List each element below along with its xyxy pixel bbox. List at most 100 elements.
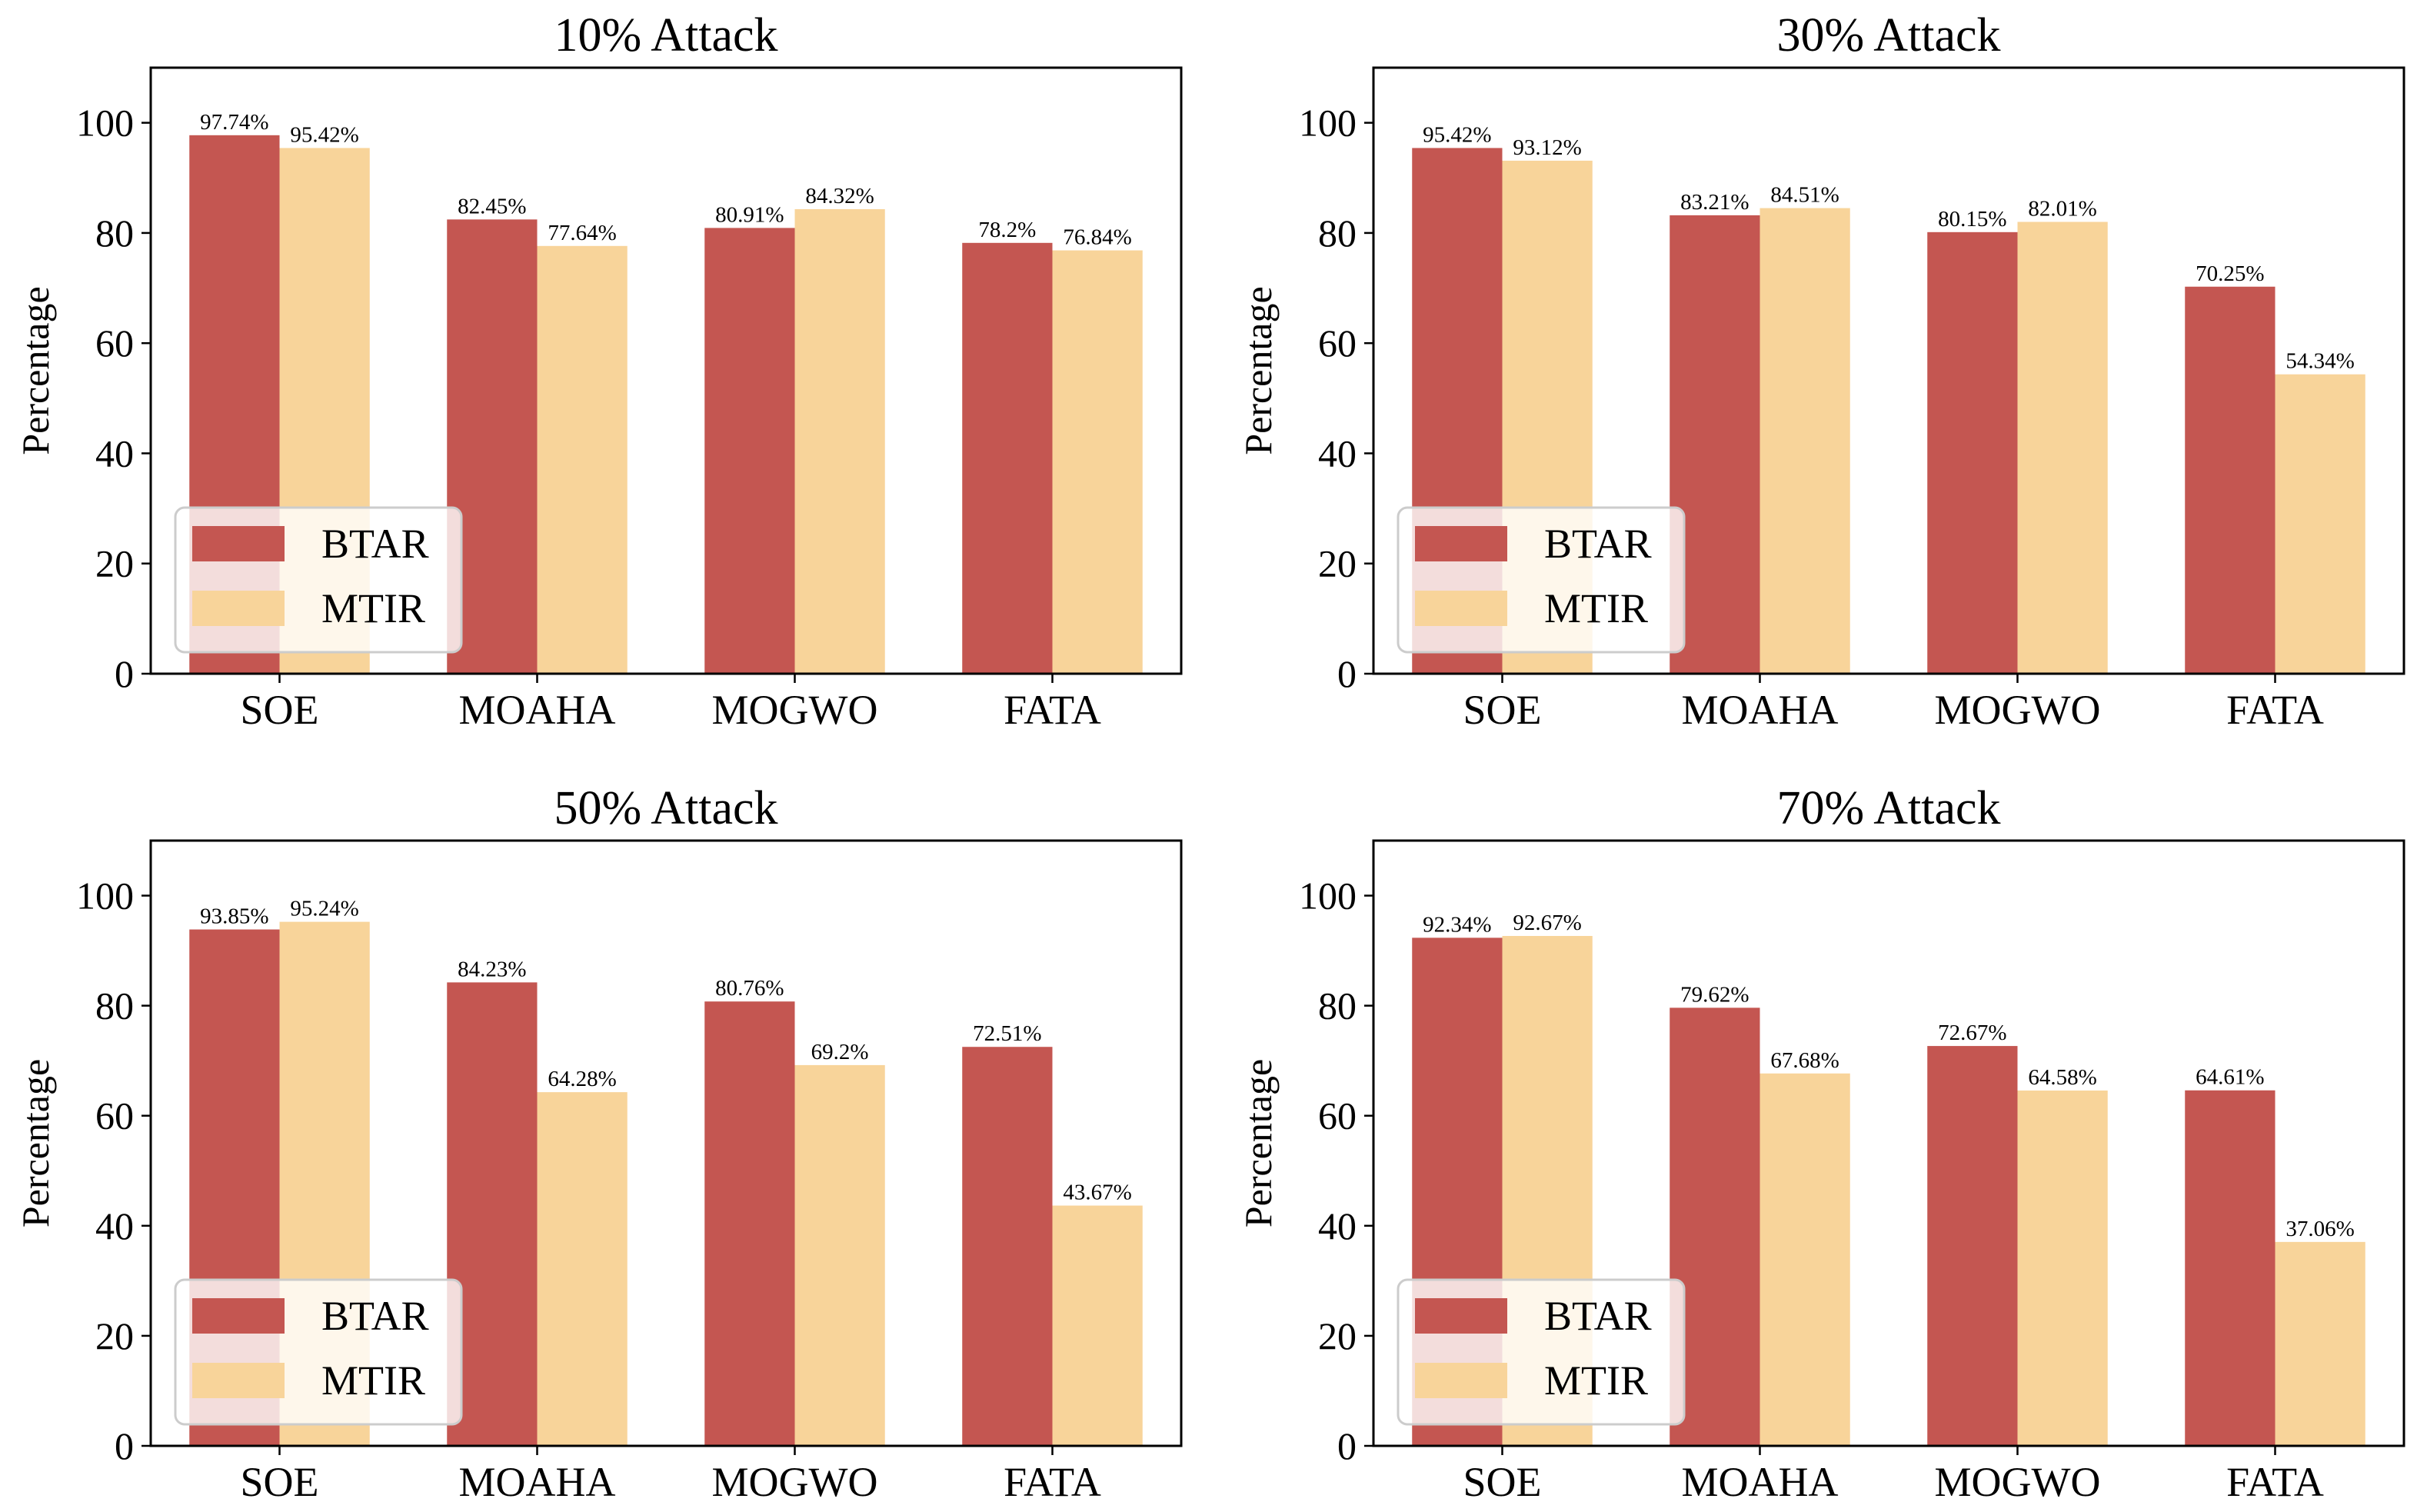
y-tick-label: 100 <box>1299 874 1357 918</box>
bar-btar-fata <box>962 242 1053 674</box>
bar-mtir-mogwo <box>794 1064 885 1446</box>
data-label: 92.67% <box>1513 911 1581 935</box>
data-label: 84.23% <box>458 957 526 981</box>
data-label: 92.34% <box>1423 912 1491 937</box>
x-tick-label: MOGWO <box>1935 687 2101 733</box>
y-tick-label: 40 <box>1318 1204 1357 1247</box>
data-label: 72.51% <box>973 1021 1041 1046</box>
chart-title: 30% Attack <box>1777 9 2001 62</box>
y-tick-label: 20 <box>95 542 134 585</box>
data-label: 77.64% <box>548 221 616 245</box>
data-label: 80.91% <box>715 202 784 227</box>
y-axis-label: Percentage <box>14 286 57 455</box>
bar-btar-fata <box>2185 1090 2276 1446</box>
x-tick-label: SOE <box>240 1459 318 1505</box>
data-label: 37.06% <box>2285 1217 2354 1241</box>
bar-btar-mogwo <box>704 1001 795 1446</box>
axes-frame <box>149 66 1183 675</box>
y-tick-label: 60 <box>95 1094 134 1137</box>
y-tick-label: 60 <box>1318 1094 1357 1137</box>
data-label: 70.25% <box>2196 261 2264 286</box>
data-label: 95.42% <box>1423 122 1491 147</box>
chart-title: 70% Attack <box>1777 782 2001 834</box>
axes-frame <box>149 839 1183 1447</box>
x-tick-label: FATA <box>1004 1459 1101 1505</box>
y-tick-label: 80 <box>1318 211 1357 255</box>
bar-mtir-fata <box>2275 1241 2365 1446</box>
legend: BTAR MTIR <box>1397 506 1686 654</box>
x-tick-label: MOAHA <box>458 1459 615 1505</box>
chart-panel-4: 70% Attack Percentage 0 20 40 60 80 100 92.34% 92… <box>1237 782 2405 1505</box>
bar-mtir-moaha <box>537 245 628 674</box>
data-label: 95.24% <box>290 897 358 921</box>
y-axis-label: Percentage <box>14 1059 57 1227</box>
x-tick-label: SOE <box>240 687 318 733</box>
y-tick-label: 0 <box>115 652 134 695</box>
x-tick-label: FATA <box>2226 1459 2324 1505</box>
bar-btar-mogwo <box>1927 231 2018 674</box>
legend-swatch-btar <box>1415 1298 1507 1334</box>
y-tick-label: 20 <box>95 1314 134 1357</box>
legend-swatch-btar <box>192 526 285 561</box>
legend-label: BTAR <box>321 521 429 567</box>
legend: BTAR MTIR <box>174 506 463 654</box>
legend: BTAR MTIR <box>1397 1278 1686 1426</box>
axes-frame <box>1372 839 2405 1447</box>
bar-btar-mogwo <box>704 228 795 674</box>
chart-panel-1: 10% Attack Percentage 0 20 40 60 80 100 97.74% 95… <box>14 9 1183 733</box>
x-tick-label: MOAHA <box>1681 1459 1838 1505</box>
x-tick-label: FATA <box>2226 687 2324 733</box>
y-tick-label: 80 <box>95 211 134 255</box>
data-label: 76.84% <box>1063 225 1131 250</box>
chart-title: 10% Attack <box>554 9 778 62</box>
chart-title: 50% Attack <box>554 782 778 834</box>
y-axis-label: Percentage <box>1237 1059 1280 1227</box>
bar-mtir-fata <box>1052 250 1143 674</box>
bar-mtir-fata <box>2275 374 2365 674</box>
y-tick-label: 40 <box>1318 431 1357 475</box>
legend-label: BTAR <box>1544 1293 1652 1339</box>
chart-panel-2: 30% Attack Percentage 0 20 40 60 80 100 95.42% 93… <box>1237 9 2405 733</box>
data-label: 97.74% <box>200 110 268 135</box>
x-tick-label: SOE <box>1463 687 1541 733</box>
bar-btar-fata <box>2185 286 2276 674</box>
legend-swatch-mtir <box>1415 591 1507 626</box>
x-tick-label: MOGWO <box>712 1459 878 1505</box>
bar-mtir-fata <box>1052 1205 1143 1446</box>
chart-panel-3: 50% Attack Percentage 0 20 40 60 80 100 93.85% 95… <box>14 782 1183 1505</box>
data-label: 82.01% <box>2028 197 2096 221</box>
y-tick-label: 60 <box>95 321 134 365</box>
data-label: 84.32% <box>805 184 874 208</box>
data-label: 69.2% <box>811 1040 869 1064</box>
data-label: 93.85% <box>200 904 268 929</box>
legend-swatch-mtir <box>192 591 285 626</box>
data-label: 95.42% <box>290 122 358 147</box>
legend-label: MTIR <box>321 1357 425 1404</box>
legend: BTAR MTIR <box>174 1278 463 1426</box>
data-label: 64.58% <box>2028 1065 2096 1090</box>
x-tick-label: MOAHA <box>1681 687 1838 733</box>
bar-btar-fata <box>962 1047 1053 1446</box>
bar-btar-mogwo <box>1927 1046 2018 1446</box>
legend-label: BTAR <box>321 1293 429 1339</box>
data-label: 43.67% <box>1063 1181 1131 1205</box>
bar-mtir-mogwo <box>2017 1090 2108 1446</box>
data-label: 54.34% <box>2285 349 2354 374</box>
x-tick-label: MOGWO <box>712 687 878 733</box>
data-label: 67.68% <box>1770 1048 1839 1073</box>
data-label: 72.67% <box>1938 1021 2006 1045</box>
data-label: 83.21% <box>1680 190 1749 215</box>
y-tick-label: 100 <box>76 102 134 145</box>
y-tick-label: 0 <box>1337 1424 1357 1467</box>
bar-mtir-moaha <box>1759 1073 1850 1446</box>
y-tick-label: 100 <box>1299 102 1357 145</box>
x-tick-label: FATA <box>1004 687 1101 733</box>
bar-mtir-mogwo <box>2017 221 2108 674</box>
x-tick-label: SOE <box>1463 1459 1541 1505</box>
axes-frame <box>1372 66 2405 675</box>
data-label: 79.62% <box>1680 982 1749 1007</box>
legend-label: MTIR <box>1544 1357 1648 1404</box>
data-label: 64.61% <box>2196 1065 2264 1090</box>
legend-swatch-mtir <box>1415 1363 1507 1398</box>
